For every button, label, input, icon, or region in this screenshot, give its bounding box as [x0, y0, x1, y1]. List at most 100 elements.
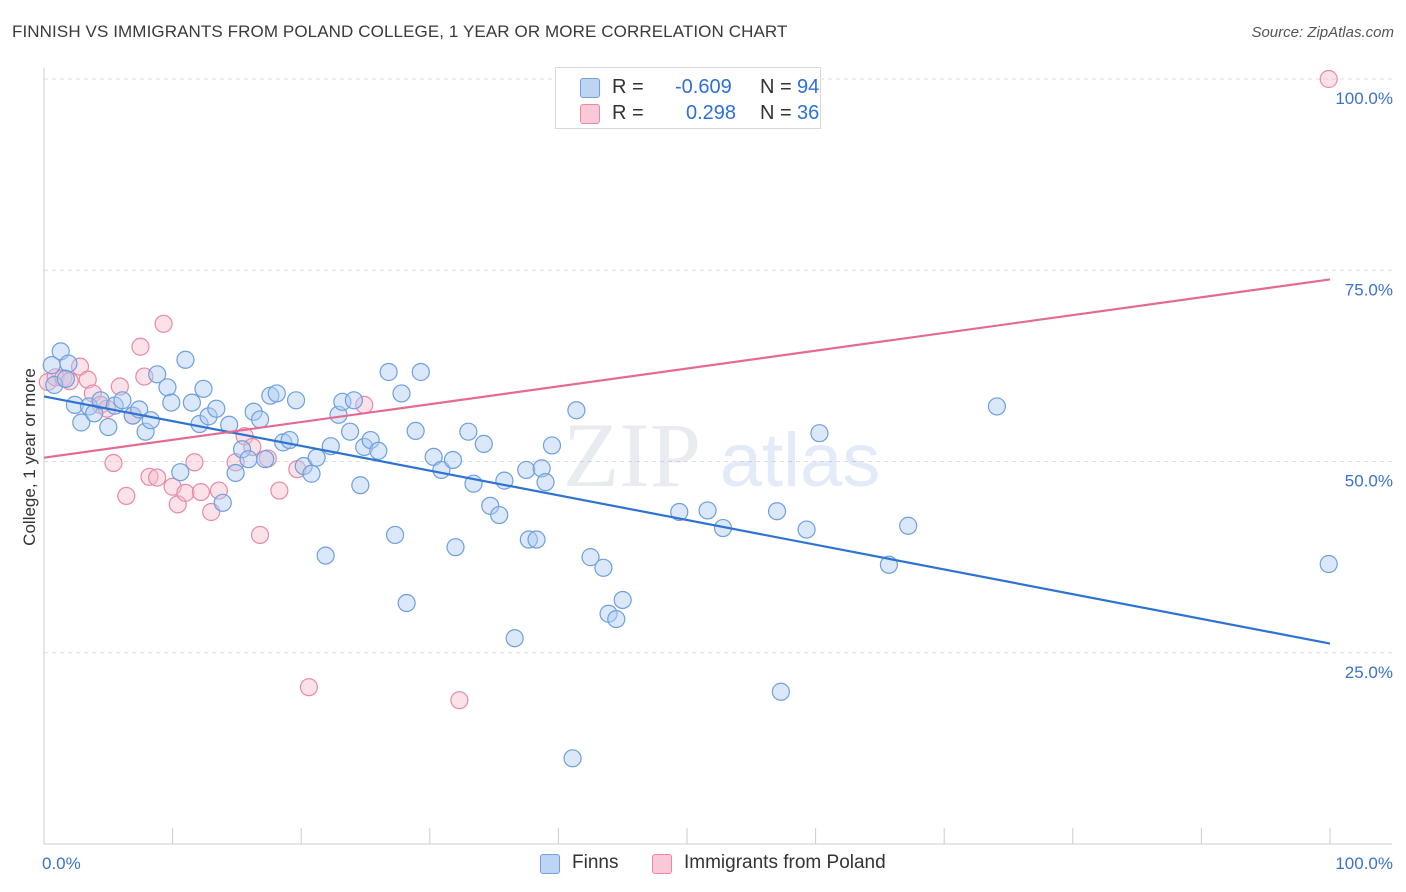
finns-point — [45, 375, 64, 395]
finns-point — [607, 609, 626, 629]
poland-point — [117, 486, 136, 506]
poland-trend-line — [43, 278, 1331, 459]
finns-point — [91, 391, 110, 410]
series-poland-points — [38, 69, 1338, 710]
finns-point — [446, 538, 465, 557]
finns-point — [226, 463, 245, 483]
finns-point — [99, 417, 118, 437]
finns-point — [176, 350, 195, 369]
tick-labels: 25.0% 50.0% 75.0% 100.0% 0.0% 100.0% — [42, 89, 1393, 873]
y-tick-label: 25.0% — [1345, 663, 1393, 682]
finns-point — [250, 410, 270, 429]
poland-point — [140, 467, 159, 486]
finns-point — [213, 493, 232, 512]
poland-point — [131, 337, 150, 356]
finns-point — [1319, 554, 1338, 574]
finns-point — [162, 393, 181, 412]
y-tick-label: 50.0% — [1345, 472, 1393, 491]
legend-r-label: R = — [612, 102, 644, 124]
finns-point — [767, 502, 787, 521]
finns-point — [239, 450, 258, 469]
poland-swatch — [652, 854, 672, 874]
finns-point — [141, 411, 160, 430]
finns-n-value: 94 — [797, 76, 820, 98]
poland-point — [154, 314, 173, 333]
finns-point — [194, 379, 213, 398]
finns-point — [613, 590, 632, 610]
finns-point — [220, 415, 239, 434]
poland-point — [270, 481, 289, 500]
finns-point — [797, 520, 816, 539]
watermark-zip: ZIP — [563, 404, 701, 506]
finns-point — [505, 629, 524, 648]
grid-lines — [44, 78, 1392, 654]
finns-point — [351, 476, 370, 495]
finns-point — [771, 682, 790, 701]
finns-point — [411, 362, 430, 382]
watermark: ZIP atlas — [563, 404, 880, 506]
finns-point — [459, 422, 478, 441]
poland-point — [148, 468, 167, 487]
poland-point — [104, 453, 123, 473]
finns-point — [158, 378, 177, 397]
finns-point — [899, 516, 918, 535]
finns-point — [385, 525, 405, 545]
y-tick-label: 100.0% — [1335, 89, 1393, 108]
poland-n-value: 36 — [797, 102, 820, 124]
finns-point — [280, 430, 299, 450]
source-credit: Source: ZipAtlas.com — [1251, 24, 1394, 41]
finns-point — [286, 391, 306, 410]
finns-point — [397, 593, 416, 613]
finns-point — [267, 384, 286, 403]
finns-point — [810, 424, 829, 443]
finns-point — [519, 530, 538, 549]
finns-point — [355, 437, 374, 457]
finns-point — [542, 436, 562, 455]
poland-point — [176, 483, 195, 502]
finns-point — [670, 502, 689, 522]
finns-point — [379, 362, 398, 382]
finns-point — [207, 399, 226, 418]
finns-point — [517, 460, 536, 480]
axes — [43, 68, 1392, 845]
finns-point — [594, 558, 613, 577]
poland-point — [1319, 69, 1338, 89]
finns-point — [199, 407, 218, 426]
poland-point — [450, 691, 469, 710]
finns-point — [581, 548, 600, 567]
finns-point — [567, 401, 586, 420]
x-tick-label-start: 0.0% — [42, 854, 81, 873]
finns-point — [344, 391, 364, 410]
finns-point — [698, 501, 717, 520]
finns-point — [136, 422, 155, 441]
finns-point — [307, 448, 326, 467]
finns-point — [182, 393, 201, 412]
finns-r-value: -0.609 — [675, 76, 732, 98]
finns-label: Finns — [572, 852, 619, 873]
legend-n-label: N = — [760, 76, 792, 98]
finns-point — [536, 473, 555, 492]
trend-lines — [43, 278, 1331, 645]
y-axis-label: College, 1 year or more — [20, 368, 39, 546]
finns-point — [443, 450, 463, 470]
finns-point — [59, 354, 78, 373]
finns-point — [56, 369, 75, 388]
finns-point — [490, 505, 509, 525]
finns-point — [340, 422, 360, 441]
correlation-legend: R = -0.609 N = 94 R = 0.298 N = 36 — [555, 67, 821, 129]
finns-point — [302, 464, 321, 483]
finns-point — [527, 530, 546, 549]
finns-point — [256, 450, 275, 469]
finns-point — [532, 459, 551, 478]
finns-point — [563, 749, 582, 768]
finns-point — [148, 365, 167, 384]
x-tick-label-end: 100.0% — [1335, 854, 1393, 873]
finns-point — [316, 546, 335, 565]
legend-r-label: R = — [612, 76, 644, 98]
poland-label: Immigrants from Poland — [684, 852, 886, 873]
finns-point — [232, 440, 252, 459]
finns-trend-line — [43, 395, 1331, 645]
legend-n-label: N = — [760, 102, 792, 124]
poland-r-value: 0.298 — [686, 102, 737, 124]
